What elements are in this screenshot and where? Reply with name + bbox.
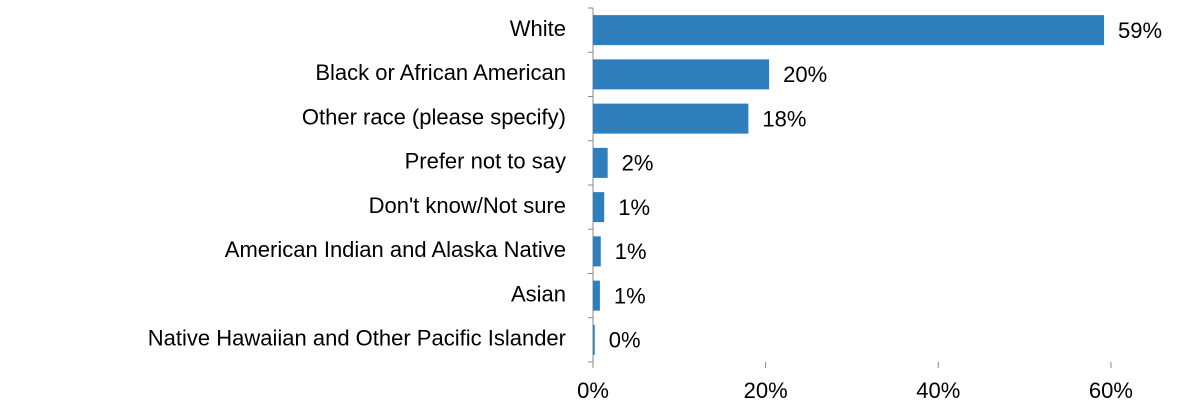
bar [593,192,605,223]
bar [593,236,601,267]
y-tick-label: Asian [511,281,566,306]
data-label: 18% [762,106,806,131]
y-tick-label: Don't know/Not sure [369,193,566,218]
x-tick-label: 20% [744,378,788,403]
y-tick-label: Other race (please specify) [302,104,566,129]
data-label: 1% [614,283,646,308]
y-tick-label: American Indian and Alaska Native [225,237,566,262]
bar [593,324,595,355]
data-label: 59% [1118,18,1162,43]
x-tick-label: 40% [916,378,960,403]
bar [593,15,1105,46]
bar [593,103,749,134]
y-tick-label: White [510,16,566,41]
data-label: 1% [615,239,647,264]
data-label: 2% [622,151,654,176]
bar [593,280,600,311]
x-tick-label: 0% [577,378,609,403]
data-label: 1% [618,195,650,220]
y-tick-label: Black or African American [315,60,566,85]
data-label: 20% [783,62,827,87]
bar [593,147,608,178]
y-tick-label: Native Hawaiian and Other Pacific Island… [148,326,566,351]
y-tick-label: Prefer not to say [405,149,566,174]
x-tick-label: 60% [1089,378,1133,403]
bar [593,59,770,90]
data-label: 0% [609,328,641,353]
